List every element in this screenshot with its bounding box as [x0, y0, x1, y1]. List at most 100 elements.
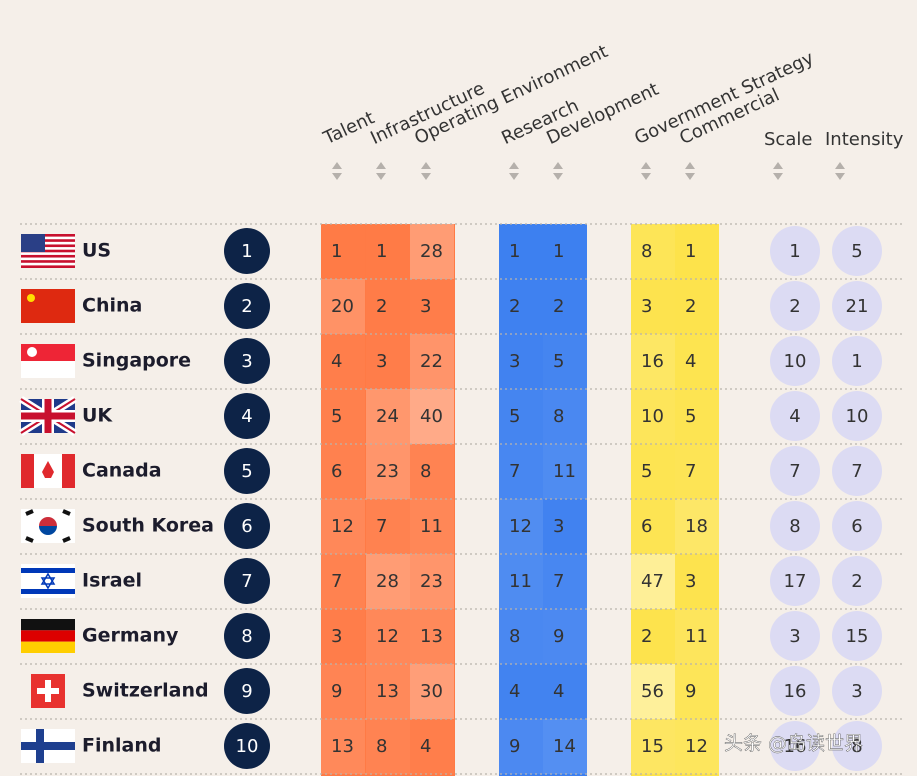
- cell-shade: [366, 389, 410, 444]
- cell-value: 8: [376, 736, 387, 757]
- rank-number: 4: [241, 406, 252, 427]
- cell-value: 2: [685, 296, 696, 317]
- cell-value: 28: [420, 241, 443, 262]
- cell-shade: [631, 609, 675, 664]
- cell-shade: [675, 334, 719, 389]
- country-name: South Korea: [82, 515, 214, 537]
- cell-value: 9: [685, 681, 696, 702]
- sort-arrows[interactable]: [685, 162, 695, 180]
- cell-value: 5: [331, 406, 342, 427]
- flag-part: [44, 399, 52, 433]
- sort-arrows[interactable]: [641, 162, 651, 180]
- score-badge: [832, 446, 882, 496]
- cell-shade: [499, 719, 543, 774]
- cell-value: 10: [846, 406, 869, 427]
- cell-shade: [543, 499, 587, 554]
- flag-part: [21, 589, 75, 594]
- cell-shade: [366, 554, 410, 609]
- cell-value: 12: [376, 626, 399, 647]
- cell-shade: [675, 499, 719, 554]
- score-badge: [770, 666, 820, 716]
- score-badge: [770, 501, 820, 551]
- sort-arrows[interactable]: [835, 162, 845, 180]
- cell-value: 5: [685, 406, 696, 427]
- cell-shade: [631, 554, 675, 609]
- cell-value: 20: [331, 296, 354, 317]
- sort-arrows[interactable]: [376, 162, 386, 180]
- cell-shade: [543, 554, 587, 609]
- score-badge: [770, 281, 820, 331]
- cell-value: 3: [641, 296, 652, 317]
- flag-part: [21, 234, 45, 252]
- cell-shade: [543, 664, 587, 719]
- cell-value: 15: [641, 736, 664, 757]
- cell-value: 16: [784, 736, 807, 757]
- rank-badge: [224, 723, 270, 769]
- cell-shade: [410, 389, 454, 444]
- cell-shade: [499, 609, 543, 664]
- cell-value: 21: [846, 296, 869, 317]
- score-badge: [832, 721, 882, 771]
- cell-value: 3: [376, 351, 387, 372]
- cell-value: 5: [553, 351, 564, 372]
- cell-shade: [410, 444, 454, 499]
- sort-arrows[interactable]: [332, 162, 342, 180]
- cell-shade: [410, 279, 454, 334]
- table-row: US 1 1 1 28 1 1 8 1 1 5: [21, 226, 882, 276]
- flag-part: [37, 688, 59, 694]
- cell-shade: [631, 334, 675, 389]
- flag-part: [39, 517, 57, 526]
- cell-value: 3: [553, 516, 564, 537]
- table-row: Germany 8 3 12 13 8 9 2 11 3 15: [21, 611, 882, 661]
- cell-shade: [321, 389, 365, 444]
- cell-value: 1: [685, 241, 696, 262]
- cell-shade: [321, 609, 365, 664]
- cell-shade: [321, 279, 365, 334]
- column-header: Scale: [764, 129, 812, 150]
- cell-value: 7: [553, 571, 564, 592]
- cell-shade: [410, 719, 454, 774]
- cell-shade: [675, 444, 719, 499]
- cell-value: 4: [789, 406, 800, 427]
- cell-value: 13: [376, 681, 399, 702]
- score-badge: [770, 226, 820, 276]
- cell-shade: [366, 719, 410, 774]
- cell-value: 2: [641, 626, 652, 647]
- sort-arrows[interactable]: [773, 162, 783, 180]
- cell-value: 11: [685, 626, 708, 647]
- flag-part: [62, 454, 75, 488]
- sort-arrows[interactable]: [421, 162, 431, 180]
- cell-value: 9: [553, 626, 564, 647]
- cell-shade: [321, 334, 365, 389]
- score-badge: [770, 611, 820, 661]
- cell-value: 8: [509, 626, 520, 647]
- cell-shade: [499, 224, 543, 279]
- country-name: Germany: [82, 625, 179, 647]
- cell-shade: [321, 554, 365, 609]
- cell-shade: [543, 609, 587, 664]
- cell-shade: [675, 664, 719, 719]
- cell-value: 16: [641, 351, 664, 372]
- flag-part: [27, 347, 37, 357]
- cell-value: 1: [553, 241, 564, 262]
- rank-number: 10: [236, 736, 259, 757]
- sort-arrows[interactable]: [509, 162, 519, 180]
- score-badge: [832, 336, 882, 386]
- table-row: Canada 5 6 23 8 7 11 5 7 7 7: [21, 446, 882, 496]
- cell-shade: [675, 609, 719, 664]
- flag-part: [21, 249, 75, 253]
- table-row: UK 4 5 24 40 5 8 10 5 4 10: [19, 391, 882, 441]
- sort-arrows[interactable]: [553, 162, 563, 180]
- cell-value: 6: [851, 516, 862, 537]
- cell-value: 13: [420, 626, 443, 647]
- cell-value: 1: [331, 241, 342, 262]
- flag-part: [21, 619, 75, 631]
- cell-value: 30: [420, 681, 443, 702]
- cell-value: 7: [331, 571, 342, 592]
- country-name: China: [82, 295, 142, 317]
- cell-value: 28: [376, 571, 399, 592]
- rank-badge: [224, 338, 270, 384]
- cell-shade: [321, 499, 365, 554]
- cell-value: 56: [641, 681, 664, 702]
- orange-band: [321, 224, 455, 776]
